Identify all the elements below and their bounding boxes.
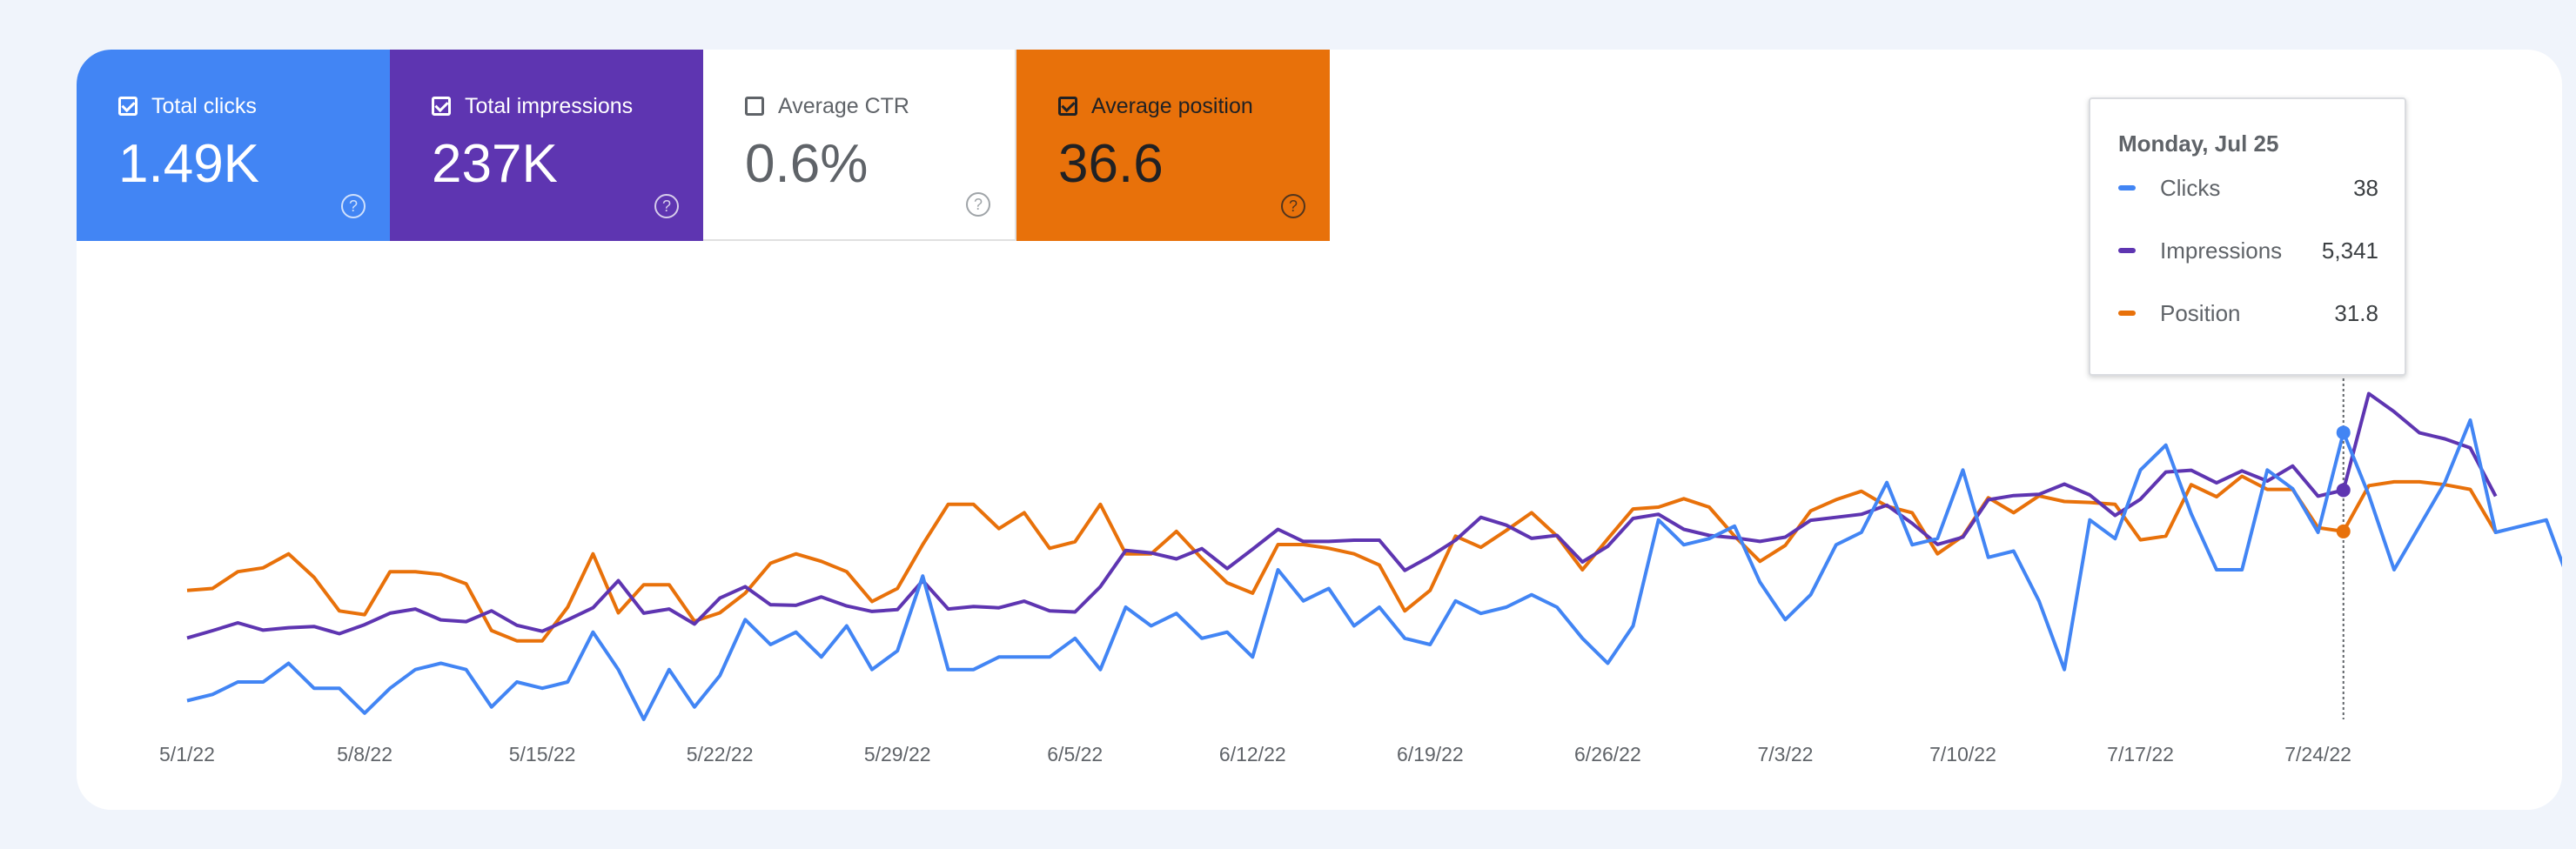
tile-label: Average CTR [778, 94, 909, 118]
checkbox-unchecked-icon[interactable] [745, 97, 764, 116]
tile-value: 36.6 [1058, 134, 1164, 194]
x-tick-label: 5/1/22 [159, 743, 215, 765]
impressions-series-line[interactable] [186, 391, 2498, 640]
x-tick-label: 7/3/22 [1757, 743, 1813, 765]
tooltip-value: 38 [2353, 174, 2378, 201]
x-tick-label: 5/15/22 [509, 743, 576, 765]
tooltip-value: 31.8 [2334, 299, 2378, 326]
checkbox-checked-icon[interactable] [1058, 97, 1077, 116]
impressions-swatch-icon [2118, 248, 2136, 253]
checkbox-checked-icon[interactable] [432, 97, 451, 116]
checkbox-checked-icon[interactable] [118, 97, 138, 116]
x-tick-label: 6/12/22 [1219, 743, 1286, 765]
total-clicks-tile[interactable]: Total clicks 1.49K ? [77, 50, 390, 241]
help-icon[interactable]: ? [654, 194, 679, 218]
x-tick-label: 6/19/22 [1397, 743, 1464, 765]
x-tick-label: 5/22/22 [687, 743, 754, 765]
tile-value: 0.6% [745, 134, 869, 194]
metric-tiles: Total clicks 1.49K ? Total impressions 2… [77, 50, 1330, 241]
x-tick-label: 7/10/22 [1929, 743, 1996, 765]
tooltip-row-position: Position 31.8 [2118, 296, 2378, 331]
x-tick-label: 7/17/22 [2107, 743, 2174, 765]
tooltip-label: Impressions [2160, 237, 2283, 264]
position-series-line[interactable] [186, 474, 2498, 643]
help-icon[interactable]: ? [966, 192, 990, 217]
tooltip-date: Monday, Jul 25 [2118, 130, 2279, 157]
tooltip-row-clicks: Clicks 38 [2118, 170, 2378, 205]
tile-value: 237K [432, 134, 558, 194]
help-icon[interactable]: ? [341, 194, 366, 218]
average-ctr-tile[interactable]: Average CTR 0.6% ? [703, 50, 1016, 241]
position-hover-point [2336, 524, 2351, 538]
x-tick-label: 7/24/22 [2284, 743, 2351, 765]
impressions-hover-point [2336, 483, 2351, 498]
clicks-series-line[interactable] [186, 418, 2562, 721]
tooltip-row-impressions: Impressions 5,341 [2118, 233, 2378, 268]
tile-label: Total clicks [151, 94, 257, 118]
position-swatch-icon [2118, 311, 2136, 316]
tile-value: 1.49K [118, 134, 260, 194]
tooltip-value: 5,341 [2321, 237, 2378, 264]
performance-card: 5/1/22 5/8/22 5/15/22 5/22/22 5/29/22 6/5/22 6… [77, 50, 2562, 810]
total-impressions-tile[interactable]: Total impressions 237K ? [390, 50, 703, 241]
tile-label: Total impressions [465, 94, 634, 118]
tile-label: Average position [1091, 94, 1253, 118]
tooltip-label: Position [2160, 299, 2241, 326]
clicks-hover-point [2336, 425, 2351, 440]
x-tick-label: 6/26/22 [1574, 743, 1641, 765]
tooltip-label: Clicks [2160, 174, 2221, 201]
help-icon[interactable]: ? [1281, 194, 1305, 218]
x-tick-label: 6/5/22 [1047, 743, 1103, 765]
x-tick-label: 5/8/22 [337, 743, 392, 765]
x-tick-label: 5/29/22 [864, 743, 931, 765]
clicks-swatch-icon [2118, 185, 2136, 191]
chart-tooltip: Monday, Jul 25 Clicks 38 Impressions 5,3… [2089, 97, 2406, 376]
average-position-tile[interactable]: Average position 36.6 ? [1016, 50, 1330, 241]
performance-line-chart: 5/1/22 5/8/22 5/15/22 5/22/22 5/29/22 6/5/22 6… [159, 300, 2562, 765]
